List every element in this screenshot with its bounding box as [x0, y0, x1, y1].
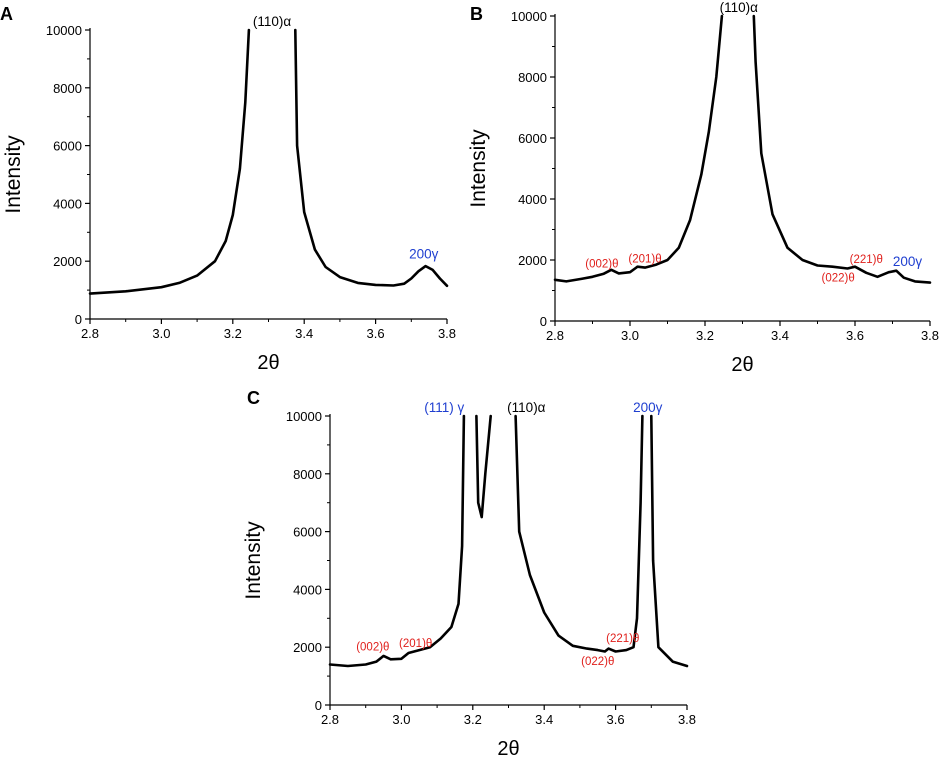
- x-tick-label: 2.8: [546, 328, 564, 343]
- y-axis-label: Intensity: [467, 129, 490, 208]
- peak-annotation: (110)α: [720, 0, 759, 15]
- y-tick-label: 4000: [53, 196, 82, 211]
- y-axis-label: Intensity: [2, 135, 25, 214]
- y-tick-label: 6000: [518, 131, 547, 146]
- y-tick-label: 0: [315, 698, 322, 713]
- x-tick-label: 3.4: [535, 712, 553, 727]
- y-tick-label: 4000: [293, 582, 322, 597]
- y-tick-label: 2000: [293, 640, 322, 655]
- panel-label-c: C: [247, 388, 260, 408]
- panel-label-b: B: [470, 4, 483, 24]
- panel-b: B 2.8 3.0 3.2 3.4 3.6 3.8 0 2000 4000 6000 8000 100…: [467, 0, 939, 376]
- y-tick-label: 0: [75, 312, 82, 327]
- x-tick-label: 2.8: [81, 326, 99, 341]
- x-tick-label: 3.2: [696, 328, 714, 343]
- y-tick-label: 10000: [46, 23, 82, 38]
- peak-annotation: (201)θ: [628, 253, 661, 265]
- x-tick-label: 3.6: [607, 712, 625, 727]
- y-tick-label: 4000: [518, 192, 547, 207]
- peak-annotation: (221)θ: [606, 633, 639, 645]
- y-tick-label: 8000: [518, 70, 547, 85]
- data-series-line: [752, 14, 932, 284]
- panel-label-a: A: [0, 4, 13, 24]
- peak-annotation: (022)θ: [581, 656, 614, 668]
- data-series-line: [475, 414, 492, 519]
- data-series-line: [328, 414, 466, 668]
- y-tick-label: 2000: [518, 253, 547, 268]
- y-tick-label: 10000: [286, 409, 322, 424]
- y-tick-label: 8000: [293, 467, 322, 482]
- x-tick-label: 3.8: [678, 712, 696, 727]
- peak-annotation: (221)θ: [850, 254, 883, 266]
- x-tick-label: 3.2: [224, 326, 242, 341]
- peak-annotation: (002)θ: [356, 642, 389, 654]
- chart-a: 2.8 3.0 3.2 3.4 3.6 3.8 0 2000 4000 6000 8000 10000…: [2, 14, 456, 374]
- y-tick-label: 6000: [293, 525, 322, 540]
- x-axis-label: 2θ: [497, 738, 519, 760]
- peak-annotation: (201)θ: [399, 638, 432, 650]
- data-series-line: [650, 414, 689, 668]
- x-tick-label: 3.0: [392, 712, 410, 727]
- panel-a: A 2.8 3.0 3.2 3.4 3.6 3.8 0 2000 4000 6000 8000 100…: [0, 4, 456, 374]
- x-tick-label: 3.0: [152, 326, 170, 341]
- x-tick-label: 3.6: [846, 328, 864, 343]
- x-tick-label: 3.4: [295, 326, 313, 341]
- y-tick-label: 2000: [53, 254, 82, 269]
- y-tick-label: 6000: [53, 139, 82, 154]
- y-tick-label: 8000: [53, 81, 82, 96]
- chart-b: 2.8 3.0 3.2 3.4 3.6 3.8 0 2000 4000 6000 8000 10000…: [467, 0, 939, 376]
- x-tick-label: 3.4: [771, 328, 789, 343]
- chart-c: 2.8 3.0 3.2 3.4 3.6 3.8 0 2000 4000 6000 8000 10000…: [242, 400, 696, 760]
- peak-annotation: (002)θ: [585, 259, 618, 271]
- x-tick-label: 3.0: [621, 328, 639, 343]
- peak-annotation: 200γ: [633, 400, 663, 415]
- x-axis-label: 2θ: [257, 352, 279, 374]
- panel-c: C 2.8 3.0 3.2 3.4 3.6 3.8 0 2000 4000 6000 8000 100…: [242, 388, 696, 760]
- peak-annotation: 200γ: [893, 254, 923, 269]
- peak-annotation: (111) γ: [424, 400, 464, 415]
- x-tick-label: 3.8: [921, 328, 939, 343]
- data-series-line: [514, 414, 644, 653]
- x-tick-label: 2.8: [321, 712, 339, 727]
- y-tick-label: 0: [540, 314, 547, 329]
- peak-annotation: 200γ: [409, 246, 439, 261]
- x-axis-label: 2θ: [731, 354, 753, 376]
- peak-annotation: (110)α: [507, 400, 546, 415]
- y-axis-label: Intensity: [242, 521, 265, 600]
- x-tick-label: 3.6: [367, 326, 385, 341]
- peak-annotation: (022)θ: [822, 272, 855, 284]
- x-tick-label: 3.2: [464, 712, 482, 727]
- data-series-line: [88, 28, 251, 295]
- data-series-line: [294, 28, 449, 288]
- x-tick-label: 3.8: [438, 326, 456, 341]
- y-tick-label: 10000: [511, 9, 547, 24]
- data-series-line: [553, 14, 724, 283]
- peak-annotation: (110)α: [253, 14, 292, 29]
